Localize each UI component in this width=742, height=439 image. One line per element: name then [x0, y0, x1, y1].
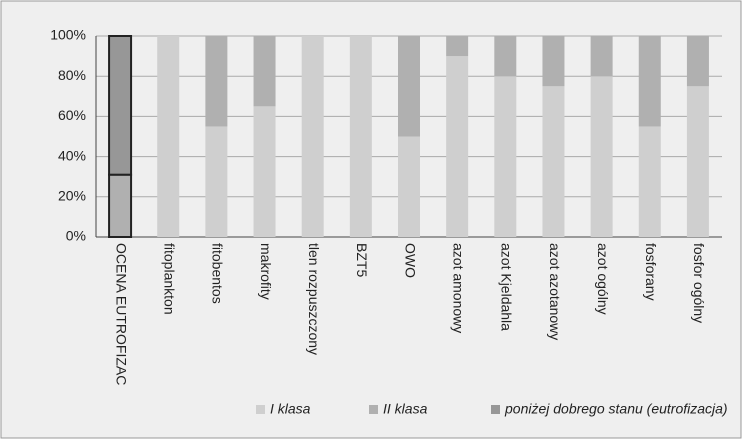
y-tick-label: 0%	[66, 228, 86, 244]
y-tick-label: 100%	[50, 27, 86, 43]
bar-segment	[157, 36, 180, 237]
bar-segment	[590, 36, 613, 77]
x-tick-label: tlen rozpuszczony	[306, 243, 322, 355]
legend-label: poniżej dobrego stanu (eutrofizacja)	[504, 401, 728, 417]
x-tick-label: fosforany	[643, 243, 659, 301]
x-tick-label: azot azotanowy	[547, 243, 563, 340]
bar-segment	[686, 36, 709, 87]
y-tick-label: 60%	[58, 107, 86, 123]
x-tick-label: azot Kjeldahla	[499, 243, 515, 331]
bar-segment	[398, 136, 420, 237]
bar-segment	[108, 173, 133, 239]
legend-label: II klasa	[383, 401, 428, 417]
bar-segment	[205, 126, 228, 237]
bar-segment	[253, 106, 276, 237]
x-tick-label: OCENA EUTROFIZAC	[113, 243, 129, 385]
y-tick-label: 20%	[58, 188, 86, 204]
bar-segment	[638, 36, 661, 127]
bar-segment	[301, 36, 324, 237]
y-tick-label: 40%	[58, 147, 86, 163]
bar-segment	[253, 36, 276, 107]
x-tick-label: fitoplankton	[162, 243, 178, 315]
bar-segment	[446, 36, 469, 57]
x-tick-label: makrofity	[258, 243, 274, 300]
x-tick-label: fosfor ogólny	[691, 243, 707, 323]
bar-segment	[494, 76, 517, 237]
bar-segment	[108, 35, 133, 176]
x-tick-label: azot ogólny	[595, 243, 611, 315]
legend-label: I klasa	[270, 401, 311, 417]
x-tick-label: fitobentos	[210, 243, 226, 304]
x-tick-label: OWO	[402, 243, 418, 278]
legend-swatch	[491, 405, 500, 414]
bar-segment	[638, 126, 661, 237]
y-tick-label: 80%	[58, 67, 86, 83]
bar-segment	[398, 36, 420, 137]
bar-segment	[446, 56, 469, 237]
x-tick-label: BZT5	[354, 243, 370, 277]
bar-segment	[494, 36, 517, 77]
legend-swatch	[369, 405, 378, 414]
bar-segment	[542, 86, 565, 237]
bar-segment	[542, 36, 565, 87]
bar-segment	[205, 36, 228, 127]
x-tick-label: azot amonowy	[450, 243, 466, 333]
bar-segment	[349, 36, 372, 237]
bar-segment	[686, 86, 709, 237]
legend-swatch	[256, 405, 265, 414]
bar-segment	[590, 76, 613, 237]
